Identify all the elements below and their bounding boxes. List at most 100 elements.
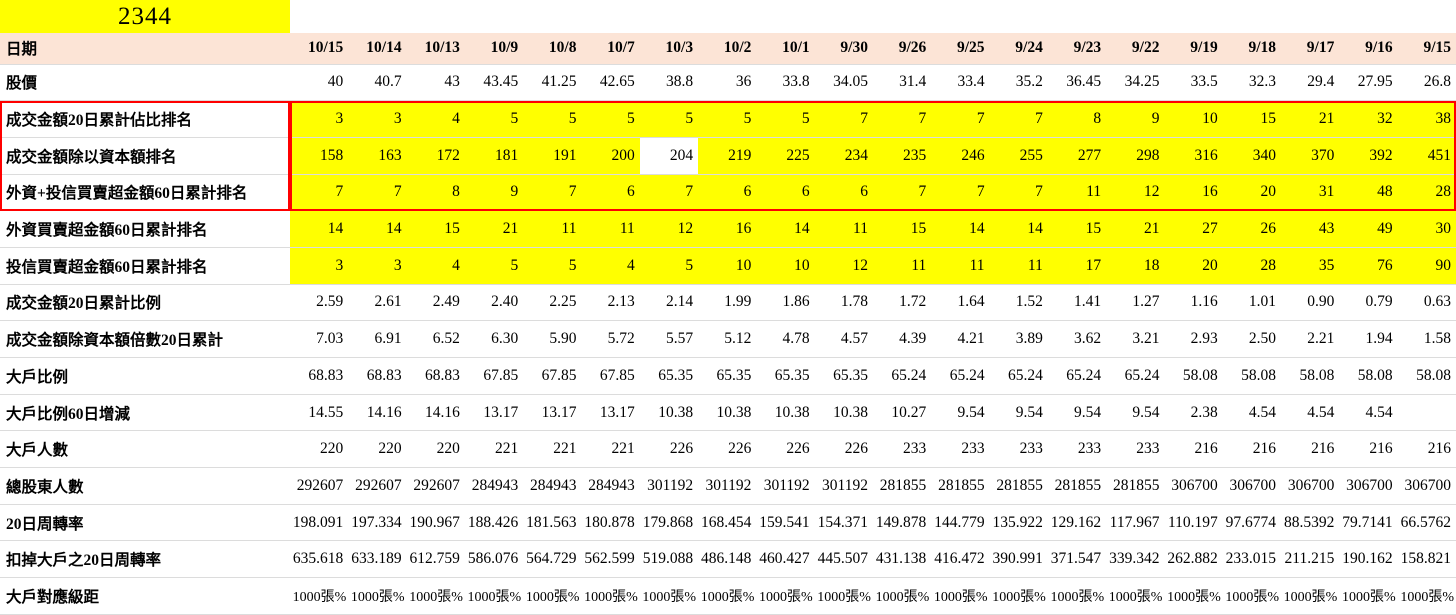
data-cell[interactable]: 281855 [931,467,990,505]
data-cell[interactable]: 15 [872,210,932,248]
data-cell[interactable]: 14.16 [406,394,465,432]
date-header-cell[interactable]: 9/18 [1222,33,1282,65]
data-cell[interactable]: 40.7 [348,64,407,102]
data-cell[interactable]: 1000張% [872,577,932,615]
data-cell[interactable]: 340 [1222,137,1282,175]
data-cell[interactable]: 65.24 [1106,357,1165,395]
data-cell[interactable]: 2.25 [523,284,582,322]
data-cell[interactable]: 1000張% [464,577,524,615]
data-cell[interactable]: 1.41 [1047,284,1107,322]
data-cell[interactable]: 158.821 [1397,540,1456,579]
data-cell[interactable]: 33.8 [756,64,815,102]
data-cell[interactable]: 158 [290,137,349,175]
data-cell[interactable]: 135.922 [989,504,1048,542]
data-cell[interactable]: 1000張% [406,577,465,615]
data-cell[interactable]: 221 [581,430,640,469]
data-cell[interactable]: 33.4 [931,64,990,102]
data-cell[interactable]: 9.54 [1106,394,1165,432]
data-cell[interactable]: 35.2 [989,64,1048,102]
data-cell[interactable]: 14 [290,210,349,248]
data-cell[interactable]: 15 [1047,210,1107,248]
data-cell[interactable]: 10 [756,247,815,285]
data-cell[interactable]: 4.54 [1222,394,1282,432]
data-cell[interactable]: 32 [1339,100,1398,138]
data-cell[interactable]: 197.334 [348,504,407,542]
data-cell[interactable]: 519.088 [639,540,699,579]
data-cell[interactable]: 58.08 [1339,357,1398,395]
data-cell[interactable]: 35 [1281,247,1340,285]
data-cell[interactable]: 5.72 [581,320,640,358]
date-header-cell[interactable]: 10/14 [348,33,407,65]
data-cell[interactable]: 2.59 [290,284,349,322]
data-cell[interactable]: 301192 [639,467,699,505]
data-cell[interactable]: 38 [1397,100,1456,138]
data-cell[interactable]: 11 [581,210,640,248]
data-cell[interactable]: 4 [581,247,640,285]
data-cell[interactable]: 339.342 [1106,540,1165,579]
data-cell[interactable]: 1.78 [814,284,873,322]
data-cell[interactable]: 255 [989,137,1048,175]
row-label[interactable]: 成交金額除以資本額排名 [0,137,290,175]
data-cell[interactable]: 191 [523,137,582,175]
data-cell[interactable]: 13.17 [523,394,582,432]
data-cell[interactable]: 14.55 [290,394,349,432]
data-cell[interactable]: 3.62 [1047,320,1107,358]
date-header-cell[interactable]: 10/3 [639,33,699,65]
date-header-cell[interactable]: 9/15 [1397,33,1456,65]
data-cell[interactable]: 0.90 [1281,284,1340,322]
data-cell[interactable]: 26 [1222,210,1282,248]
data-cell[interactable]: 5.57 [639,320,699,358]
data-cell[interactable]: 7 [872,174,932,212]
data-cell[interactable]: 26.8 [1397,64,1456,102]
data-cell[interactable]: 1000張% [523,577,582,615]
data-cell[interactable]: 190.162 [1339,540,1398,579]
data-cell[interactable]: 1000張% [756,577,815,615]
data-cell[interactable]: 635.618 [290,540,349,579]
data-cell[interactable]: 27.95 [1339,64,1398,102]
data-cell[interactable]: 13.17 [464,394,524,432]
data-cell[interactable]: 1000張% [1397,577,1456,615]
row-label[interactable]: 大戶比例 [0,357,290,395]
data-cell[interactable]: 298 [1106,137,1165,175]
row-label[interactable]: 總股東人數 [0,467,290,505]
data-cell[interactable]: 16 [1164,174,1223,212]
data-cell[interactable]: 1000張% [290,577,349,615]
data-cell[interactable]: 1000張% [581,577,640,615]
data-cell[interactable]: 7 [989,100,1048,138]
data-cell[interactable]: 5 [756,100,815,138]
date-header-cell[interactable]: 9/25 [931,33,990,65]
data-cell[interactable]: 216 [1281,430,1340,469]
date-header-cell[interactable]: 10/15 [290,33,349,65]
row-label[interactable]: 外資+投信買賣超金額60日累計排名 [0,174,290,212]
date-header-cell[interactable]: 9/22 [1106,33,1165,65]
data-cell[interactable]: 4.78 [756,320,815,358]
data-cell[interactable]: 7 [639,174,699,212]
data-cell[interactable]: 181.563 [523,504,582,542]
data-cell[interactable]: 1000張% [1339,577,1398,615]
data-cell[interactable]: 220 [290,430,349,469]
data-cell[interactable]: 58.08 [1281,357,1340,395]
data-cell[interactable]: 1.58 [1397,320,1456,358]
date-header-cell[interactable]: 10/13 [406,33,465,65]
data-cell[interactable]: 68.83 [348,357,407,395]
data-cell[interactable]: 1.16 [1164,284,1223,322]
data-cell[interactable]: 5 [639,247,699,285]
date-header-cell[interactable]: 10/1 [756,33,815,65]
data-cell[interactable]: 36.45 [1047,64,1107,102]
data-cell[interactable]: 1.01 [1222,284,1282,322]
date-header-cell[interactable]: 10/7 [581,33,640,65]
data-cell[interactable]: 277 [1047,137,1107,175]
data-cell[interactable]: 163 [348,137,407,175]
data-cell[interactable]: 11 [989,247,1048,285]
data-cell[interactable]: 2.14 [639,284,699,322]
data-cell[interactable]: 28 [1397,174,1456,212]
data-cell[interactable]: 306700 [1339,467,1398,505]
data-cell[interactable]: 306700 [1281,467,1340,505]
data-cell[interactable]: 10.27 [872,394,932,432]
date-header-cell[interactable]: 9/23 [1047,33,1107,65]
data-cell[interactable]: 65.24 [872,357,932,395]
data-cell[interactable]: 3 [290,100,349,138]
data-cell[interactable]: 7 [931,174,990,212]
data-cell[interactable]: 8 [406,174,465,212]
data-cell[interactable]: 97.6774 [1222,504,1282,542]
